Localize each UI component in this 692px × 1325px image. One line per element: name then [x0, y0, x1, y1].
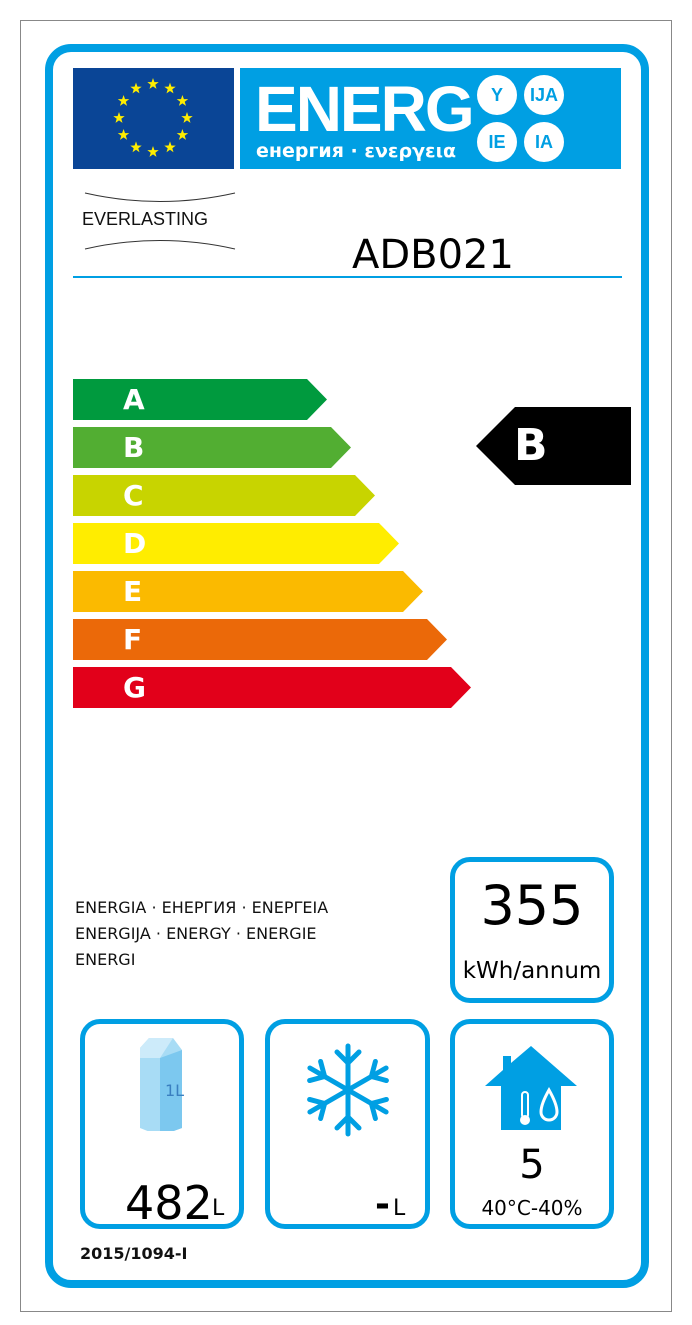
energy-word: ENERG: [255, 73, 475, 145]
efficiency-bar-a: A: [73, 379, 327, 420]
label-outline: [20, 20, 672, 1312]
fresh-volume-unit: L: [212, 1196, 225, 1221]
suffix-ie: IE: [477, 122, 517, 162]
header-divider: [73, 276, 622, 278]
energy-words: ENERGIA · ЕНЕРГИЯ · ΕΝΕΡΓΕΙΑ ENERGIJA · …: [75, 895, 328, 973]
svg-text:1L: 1L: [165, 1081, 184, 1100]
star-icon: [164, 141, 176, 153]
efficiency-bar-f: F: [73, 619, 447, 660]
model-number: ADB021: [352, 232, 514, 278]
regulation-number: 2015/1094-I: [80, 1244, 188, 1263]
suffix-ija: IJA: [524, 75, 564, 115]
consumption-unit: kWh/annum: [462, 958, 602, 984]
star-icon: [164, 82, 176, 94]
star-icon: [130, 82, 142, 94]
star-icon: [147, 146, 159, 157]
frozen-volume-value: -: [375, 1184, 390, 1225]
suffix-ia: IA: [524, 122, 564, 162]
energy-words-line: ENERGIA · ЕНЕРГИЯ · ΕΝΕΡΓΕΙΑ: [75, 898, 329, 917]
efficiency-bar-e: E: [73, 571, 423, 612]
star-icon: [117, 129, 130, 140]
consumption-box: 355 kWh/annum: [450, 857, 614, 1003]
energy-subtitle: енергия · ενεργεια: [256, 140, 457, 162]
star-icon: [176, 95, 189, 106]
star-icon: [181, 112, 193, 123]
energy-words-line: ENERGIJA · ENERGY · ENERGIE: [75, 924, 317, 943]
star-icon: [130, 141, 142, 153]
milk-carton-icon: 1L: [140, 1038, 184, 1131]
energy-words-line: ENERGI: [75, 950, 136, 969]
efficiency-bar-c: C: [73, 475, 375, 516]
frozen-volume-box: - L: [265, 1019, 430, 1229]
snowflake-icon: [307, 1043, 389, 1137]
efficiency-bar-b: B: [73, 427, 351, 468]
efficiency-bar-d: D: [73, 523, 399, 564]
star-icon: [113, 112, 125, 123]
house-climate-icon: [485, 1046, 577, 1130]
brand-name: EVERLASTING: [82, 209, 209, 229]
eu-flag-icon: [73, 68, 234, 169]
fresh-volume-value: 482: [125, 1176, 213, 1230]
suffix-y: Y: [477, 75, 517, 115]
climate-class: 5: [519, 1142, 545, 1188]
consumption-value: 355: [480, 874, 584, 937]
label-border: [45, 44, 649, 1288]
climate-box: 5 40°C-40%: [450, 1019, 614, 1229]
efficiency-bar-g: G: [73, 667, 471, 708]
fresh-volume-box: 1L 482 L: [80, 1019, 244, 1230]
energy-header: ENERG енергия · ενεργεια Y IJA IE IA: [240, 68, 621, 169]
star-icon: [117, 95, 130, 106]
climate-conditions: 40°C-40%: [481, 1196, 583, 1220]
star-icon: [176, 129, 189, 140]
star-icon: [147, 78, 159, 89]
frozen-volume-unit: L: [393, 1196, 406, 1221]
brand-logo: EVERLASTING: [80, 190, 240, 252]
